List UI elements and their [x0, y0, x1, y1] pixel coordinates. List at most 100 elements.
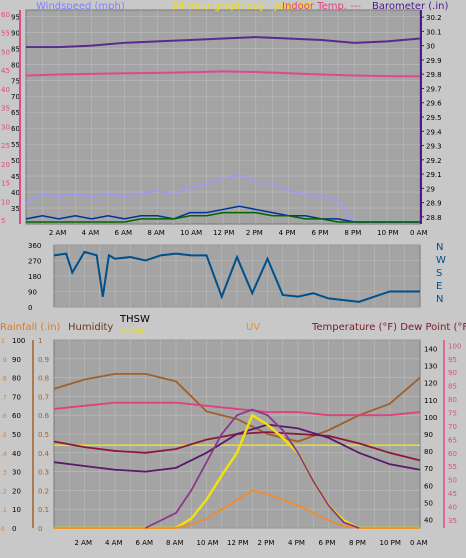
temp-tick-label-pink: 80 — [448, 396, 457, 404]
left-tick-label: 80 — [11, 61, 20, 69]
top-series — [25, 36, 421, 223]
left-tick-label: 70 — [11, 93, 20, 101]
x-tick-label: 12 PM — [227, 539, 248, 547]
temp-tick-label: 140 — [424, 346, 437, 354]
temp-tick-label: 60 — [424, 482, 433, 490]
x-tick-label: 4 PM — [279, 229, 296, 237]
rain-tick-label: 1 — [38, 337, 42, 345]
temp-tick-label-pink: 75 — [448, 410, 457, 418]
rain-tick-label: 0.7 — [38, 393, 49, 401]
x-tick-label: 0 AM — [410, 539, 428, 547]
rain-tick-label: 0.4 — [38, 450, 50, 458]
left-tick-label-colored: 60 — [1, 11, 10, 19]
temp-tick-label: 40 — [424, 516, 433, 524]
x-tick-label: 10 AM — [197, 539, 219, 547]
right-tick-label: 29.5 — [426, 114, 442, 122]
x-tick-label: 4 PM — [288, 539, 305, 547]
humidity-tick-label: 50 — [12, 431, 21, 439]
temp-tick-label: 100 — [424, 414, 437, 422]
legend-uv: UV — [246, 322, 260, 333]
compass-label: N — [436, 242, 443, 253]
bottom-left-axes: 010203040506070809010000.10.20.30.40.50.… — [1, 337, 50, 533]
rain-tick-label: 0.3 — [38, 469, 49, 477]
x-tick-label: 4 AM — [82, 229, 100, 237]
rain-small-tick-label: .2 — [1, 488, 7, 495]
top-right-axis: 30.2 30.1 30 29.9 29.8 29.7 29.6 29.5 29.4 29.3 29… — [420, 10, 442, 224]
humidity-tick-label: 60 — [12, 412, 21, 420]
x-tick-label: 8 PM — [344, 229, 361, 237]
series-line-wind-gust — [26, 211, 420, 223]
temp-tick-label: 120 — [424, 380, 437, 388]
right-tick-label: 29.2 — [426, 157, 442, 165]
rain-tick-label: 0.9 — [38, 356, 49, 364]
compass-label: W — [436, 255, 446, 266]
wind-tick-label: 0 — [28, 304, 32, 312]
x-tick-label: 0 AM — [410, 229, 428, 237]
right-tick-label: 29.8 — [426, 71, 442, 79]
rain-small-tick-label: 0 — [1, 526, 5, 533]
right-tick-label: 29.6 — [426, 100, 442, 108]
temp-tick-label: 110 — [424, 397, 437, 405]
top-left-axis: 35 40 45 50 55 60 65 70 75 80 85 90 95 — [11, 13, 20, 213]
legend-rainfall: Rainfall (.in) — [0, 322, 61, 333]
bottom-right-axes: 40 50 60 70 80 90 100 110 120 130 140 35 40 45 50 55 60 6… — [424, 340, 461, 528]
left-tick-label: 35 — [11, 205, 20, 213]
compass-label: N — [436, 294, 443, 305]
rain-small-tick-label: .6 — [1, 413, 7, 420]
x-tick-label: 6 PM — [319, 539, 336, 547]
x-tick-label: 8 AM — [147, 229, 165, 237]
top-left-axis-colored: 5 10 15 20 25 30 35 40 45 50 55 60 — [1, 10, 21, 225]
left-tick-label: 40 — [11, 189, 20, 197]
left-tick-label-colored: 10 — [1, 198, 10, 206]
rain-small-tick-label: .1 — [1, 507, 7, 514]
right-tick-label: 29 — [426, 185, 435, 193]
x-tick-label: 4 AM — [105, 539, 123, 547]
rain-small-tick-label: .4 — [1, 451, 7, 458]
wind-series — [53, 250, 420, 303]
rain-small-tick-label: .5 — [1, 432, 7, 439]
rain-tick-label: 0.6 — [38, 412, 50, 420]
x-tick-label: 6 AM — [115, 229, 133, 237]
right-tick-label: 30.2 — [426, 14, 442, 22]
temp-tick-label-pink: 60 — [448, 450, 457, 458]
x-tick-label: 8 AM — [166, 539, 184, 547]
temp-tick-label-pink: 65 — [448, 436, 457, 444]
left-tick-label-colored: 35 — [1, 105, 10, 113]
humidity-tick-label: 20 — [12, 487, 21, 495]
x-tick-label: 2 PM — [258, 539, 275, 547]
wind-left-axis: 0 90 180 270 360 — [28, 242, 41, 312]
left-tick-label-colored: 40 — [1, 86, 10, 94]
wind-tick-label: 360 — [28, 242, 41, 250]
wind-direction-line — [53, 250, 420, 303]
right-tick-label: 29.4 — [426, 128, 442, 136]
humidity-tick-label: 90 — [12, 356, 21, 364]
series-line-solar-max — [145, 408, 360, 529]
rain-small-tick-label: .3 — [1, 470, 7, 477]
left-tick-label: 55 — [11, 141, 20, 149]
humidity-tick-label: 80 — [12, 375, 21, 383]
wind-tick-label: 90 — [28, 289, 37, 297]
series-line-indoor-temp- — [25, 70, 421, 78]
left-tick-label-colored: 50 — [1, 48, 10, 56]
temp-tick-label-pink: 40 — [448, 504, 457, 512]
temp-tick-label-pink: 50 — [448, 477, 457, 485]
humidity-tick-label: 30 — [12, 469, 21, 477]
left-tick-label: 95 — [11, 13, 20, 21]
right-tick-label: 28.8 — [426, 214, 442, 222]
left-tick-label: 90 — [11, 29, 20, 37]
left-tick-label: 65 — [11, 109, 20, 117]
rain-small-tick-label: .8 — [1, 376, 7, 383]
temp-tick-label-pink: 85 — [448, 383, 457, 391]
right-tick-label: 28.9 — [426, 200, 442, 208]
legend-solar: Solar — [120, 326, 146, 337]
chart-title: 24 hour graph day , June 06 — [172, 1, 312, 12]
series-line-dew-point-f- — [53, 401, 421, 417]
compass-label: E — [436, 281, 442, 292]
left-tick-label: 45 — [11, 173, 20, 181]
left-tick-label-colored: 20 — [1, 161, 10, 169]
bottom-series — [53, 372, 421, 530]
